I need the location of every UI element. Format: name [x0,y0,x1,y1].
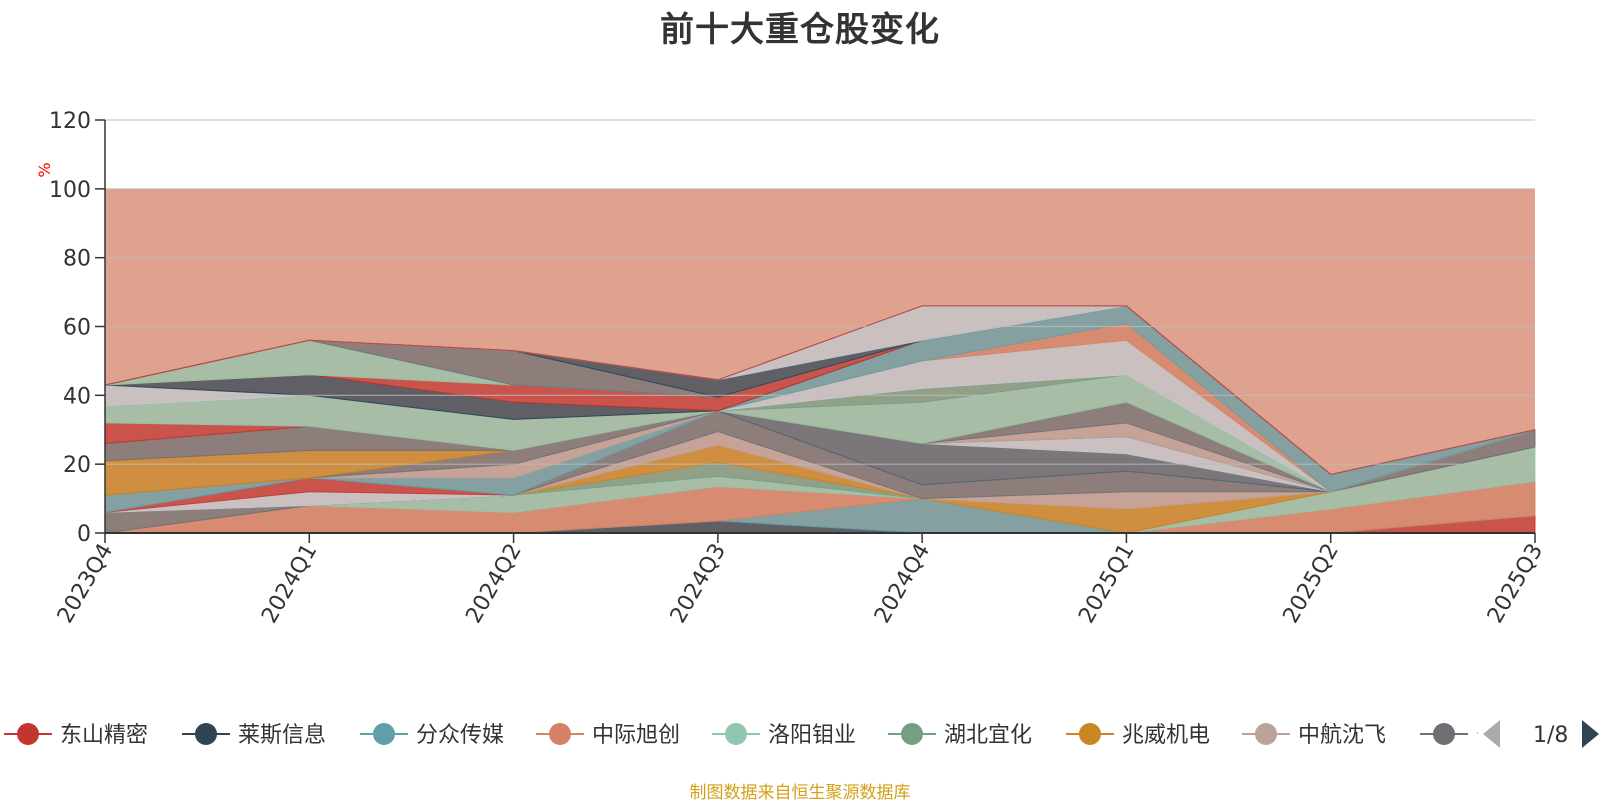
legend-item-0[interactable]: 东山精密 [4,723,148,748]
legend-item-2[interactable]: 分众传媒 [360,723,504,748]
y-tick-label-0: 0 [77,522,91,547]
legend-marker-2 [373,723,395,745]
legend-item-5[interactable]: 湖北宜化 [888,723,1032,748]
legend-marker-7 [1255,723,1277,745]
legend-marker-5 [901,723,923,745]
legend-item-7[interactable]: 中航沈飞 [1242,723,1386,748]
legend-label-8: 宁 [1476,723,1498,748]
legend-label-3: 中际旭创 [592,723,680,748]
legend-item-4[interactable]: 洛阳钼业 [712,723,856,748]
x-tick-label-1: 2024Q1 [257,540,322,628]
x-tick-label-7: 2025Q3 [1483,540,1548,628]
legend-marker-1 [195,723,217,745]
y-tick-label-2: 40 [63,384,91,409]
legend-label-6: 兆威机电 [1122,723,1210,748]
x-tick-label-2: 2024Q2 [461,540,526,628]
legend-label-2: 分众传媒 [416,723,504,748]
legend-label-0: 东山精密 [60,723,148,748]
x-tick-label-6: 2025Q2 [1279,540,1344,628]
y-tick-label-6: 120 [49,109,91,134]
x-tick-label-5: 2025Q1 [1074,540,1139,628]
y-tick-label-1: 20 [63,453,91,478]
legend-item-1[interactable]: 莱斯信息 [182,723,326,748]
legend-marker-0 [17,723,39,745]
legend-label-5: 湖北宜化 [944,723,1032,748]
area-series-32[interactable] [104,305,1536,476]
legend-item-3[interactable]: 中际旭创 [536,723,680,748]
x-tick-label-3: 2024Q3 [666,540,731,628]
y-tick-label-5: 100 [49,178,91,203]
legend-marker-4 [725,723,747,745]
legend-label-4: 洛阳钼业 [768,723,856,748]
legend-item-6[interactable]: 兆威机电 [1066,723,1210,748]
legend-marker-8 [1433,723,1455,745]
y-tick-label-4: 80 [63,247,91,272]
y-unit-label: % [35,162,54,177]
legend-page-indicator: 1/8 [1533,723,1568,748]
grid [105,119,1535,465]
legend-label-7: 中航沈飞 [1298,723,1386,748]
chart-title: 前十大重仓股变化 [660,10,940,50]
legend-marker-6 [1079,723,1101,745]
x-tick-label-4: 2024Q4 [870,540,935,628]
legend-label-1: 莱斯信息 [238,723,326,748]
plot-areas [104,188,1536,534]
source-note: 制图数据来自恒生聚源数据库 [689,783,911,803]
legend-next-icon[interactable] [1582,720,1599,748]
x-tick-label-0: 2023Q4 [53,540,118,628]
legend-item-8[interactable]: 宁 [1420,723,1498,748]
legend-prev-icon[interactable] [1483,720,1500,748]
legend-marker-3 [549,723,571,745]
y-tick-label-3: 60 [63,316,91,341]
legend[interactable]: 东山精密 莱斯信息 分众传媒 中际旭创 洛阳钼业 湖北宜化 兆威机电 中航沈飞 宁 1/8 [4,720,1599,748]
